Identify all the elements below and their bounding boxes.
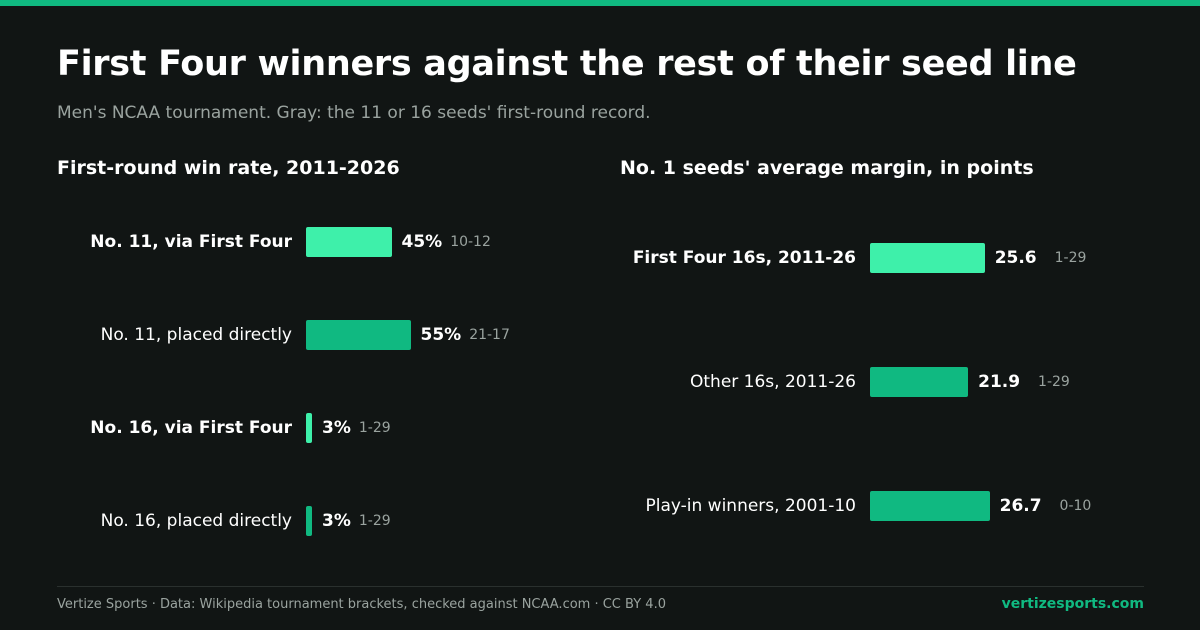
- footer-site-link[interactable]: vertizesports.com: [1001, 596, 1144, 612]
- value-label: 25.6: [994, 248, 1037, 268]
- bar: [870, 367, 969, 397]
- value-label: 26.7: [999, 496, 1042, 516]
- category-label: First Four 16s, 2011-26: [632, 248, 856, 268]
- category-label: No. 16, placed directly: [100, 511, 292, 531]
- record-label: 1-29: [1054, 250, 1087, 266]
- value-label: 3%: [322, 511, 351, 531]
- bar: [306, 506, 312, 536]
- bar: [306, 227, 392, 257]
- record-label: 1-29: [358, 513, 391, 529]
- category-label: No. 16, via First Four: [90, 418, 292, 438]
- category-label: Other 16s, 2011-26: [690, 372, 856, 392]
- value-label: 55%: [420, 325, 462, 345]
- record-label: 1-29: [358, 420, 391, 436]
- bar: [306, 320, 411, 350]
- category-label: No. 11, placed directly: [100, 325, 292, 345]
- bar: [870, 243, 985, 273]
- bar: [870, 491, 990, 521]
- value-label: 45%: [401, 232, 443, 252]
- footer-source: Vertize Sports · Data: Wikipedia tournam…: [57, 597, 666, 612]
- left-panel-title: First-round win rate, 2011-2026: [57, 157, 400, 179]
- record-label: 21-17: [469, 327, 510, 343]
- chart-subtitle: Men's NCAA tournament. Gray: the 11 or 1…: [57, 103, 651, 123]
- category-label: No. 11, via First Four: [90, 232, 292, 252]
- top-accent-bar: [0, 0, 1200, 6]
- record-label: 10-12: [450, 234, 491, 250]
- footer-divider: [57, 586, 1144, 587]
- value-label: 3%: [322, 418, 351, 438]
- bar: [306, 413, 312, 443]
- value-label: 21.9: [978, 372, 1021, 392]
- right-panel-title: No. 1 seeds' average margin, in points: [620, 157, 1034, 179]
- record-label: 0-10: [1059, 498, 1092, 514]
- category-label: Play-in winners, 2001-10: [645, 496, 856, 516]
- record-label: 1-29: [1038, 374, 1070, 390]
- chart-title: First Four winners against the rest of t…: [57, 44, 1077, 84]
